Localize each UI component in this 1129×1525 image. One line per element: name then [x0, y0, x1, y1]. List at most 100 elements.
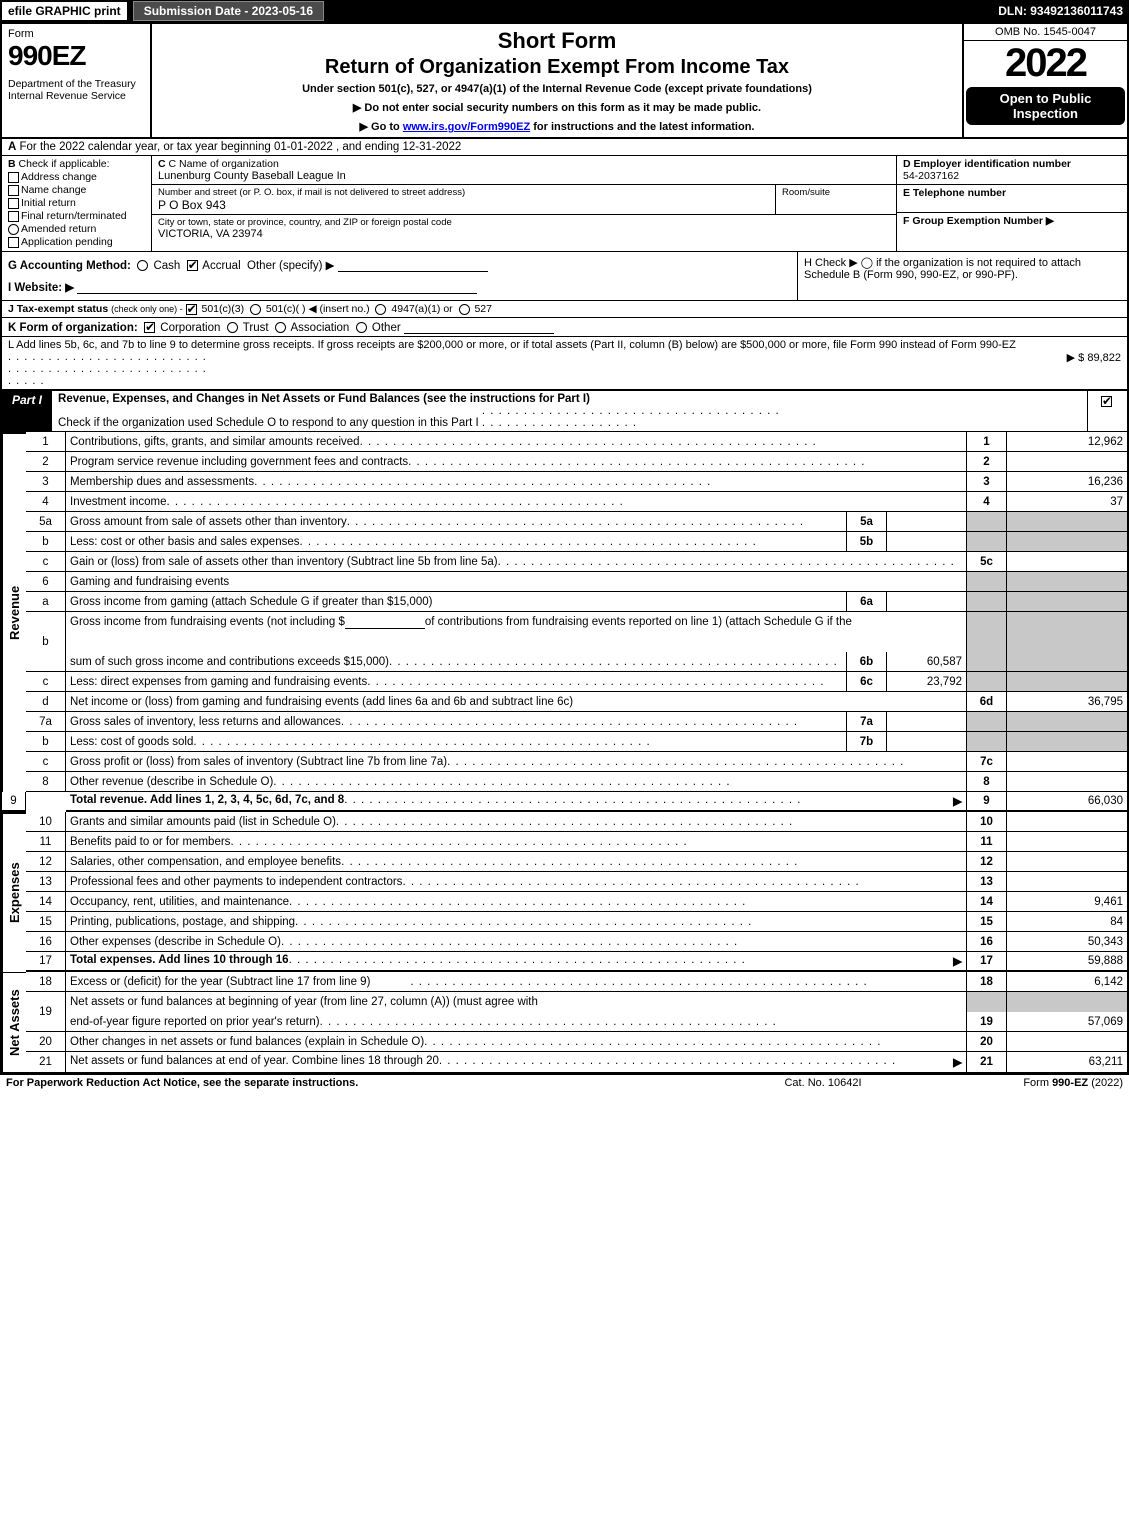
netassets-vlabel: Net Assets [2, 972, 26, 1072]
org-name-row: C C Name of organization Lunenburg Count… [152, 156, 896, 185]
irs-link[interactable]: www.irs.gov/Form990EZ [403, 121, 530, 133]
efile-badge[interactable]: efile GRAPHIC print [0, 0, 129, 22]
address-value: P O Box 943 [158, 198, 769, 212]
line-18-num: 18 [26, 972, 66, 992]
line-7a-grey2 [1007, 712, 1127, 732]
section-bcdef: B Check if applicable: Address change Na… [2, 156, 1127, 252]
line-17-rn: 17 [967, 952, 1007, 972]
line-17-amt: 59,888 [1007, 952, 1127, 972]
line-6d-rn: 6d [967, 692, 1007, 712]
chk-address-change[interactable]: Address change [8, 171, 145, 183]
line-6d-amt: 36,795 [1007, 692, 1127, 712]
line-3-num: 3 [26, 472, 66, 492]
line-16-desc: Other expenses (describe in Schedule O) [66, 932, 967, 952]
instr2-post: for instructions and the latest informat… [530, 121, 754, 133]
line-20-rn: 20 [967, 1032, 1007, 1052]
website-input[interactable] [77, 280, 477, 294]
form-header: Form 990EZ Department of the Treasury In… [2, 24, 1127, 139]
line-4-rn: 4 [967, 492, 1007, 512]
line-16-rn: 16 [967, 932, 1007, 952]
part-1-header: Part I Revenue, Expenses, and Changes in… [2, 391, 1127, 432]
footer-right: Form 990-EZ (2022) [923, 1077, 1123, 1089]
line-6b-grey1c [967, 652, 1007, 672]
header-middle: Short Form Return of Organization Exempt… [152, 24, 962, 137]
line-11-num: 11 [26, 832, 66, 852]
radio-accrual[interactable] [187, 260, 198, 271]
line-7a-grey1 [967, 712, 1007, 732]
chk-501c[interactable] [250, 304, 261, 315]
line-14-rn: 14 [967, 892, 1007, 912]
line-3-amt: 16,236 [1007, 472, 1127, 492]
line-13-desc: Professional fees and other payments to … [66, 872, 967, 892]
chk-association[interactable] [275, 322, 286, 333]
chk-application-pending[interactable]: Application pending [8, 236, 145, 248]
page-footer: For Paperwork Reduction Act Notice, see … [0, 1074, 1129, 1091]
line-11-rn: 11 [967, 832, 1007, 852]
chk-initial-return[interactable]: Initial return [8, 197, 145, 209]
line-5a-num: 5a [26, 512, 66, 532]
line-4-desc: Investment income [66, 492, 967, 512]
chk-4947[interactable] [375, 304, 386, 315]
line-21-desc: Net assets or fund balances at end of ye… [66, 1052, 967, 1072]
city-row: City or town, state or province, country… [152, 214, 896, 242]
line-2-num: 2 [26, 452, 66, 472]
row-k: K Form of organization: Corporation Trus… [2, 318, 1127, 337]
group-exemption-row: F Group Exemption Number ▶ [897, 213, 1127, 241]
line-1-amt: 12,962 [1007, 432, 1127, 452]
radio-cash[interactable] [137, 260, 148, 271]
line-7a-num: 7a [26, 712, 66, 732]
col-b-hdr: Check if applicable: [19, 158, 110, 170]
line-15-desc: Printing, publications, postage, and shi… [66, 912, 967, 932]
financial-grid: Revenue 1 Contributions, gifts, grants, … [2, 432, 1127, 1072]
line-6b-grey1a [967, 612, 1007, 632]
line-6b-grey1b [967, 632, 1007, 652]
other-org-input[interactable] [404, 320, 554, 334]
line-6b-contrib-input[interactable] [345, 615, 425, 629]
org-name-label: C Name of organization [169, 158, 279, 170]
line-20-amt [1007, 1032, 1127, 1052]
line-13-rn: 13 [967, 872, 1007, 892]
form-container: Form 990EZ Department of the Treasury In… [0, 22, 1129, 1074]
line-8-desc: Other revenue (describe in Schedule O) [66, 772, 967, 792]
city-value: VICTORIA, VA 23974 [158, 228, 890, 240]
line-4-num: 4 [26, 492, 66, 512]
chk-name-change[interactable]: Name change [8, 184, 145, 196]
chk-527[interactable] [459, 304, 470, 315]
chk-501c3[interactable] [186, 304, 197, 315]
line-18-desc: Excess or (deficit) for the year (Subtra… [66, 972, 967, 992]
chk-corporation[interactable] [144, 322, 155, 333]
line-19-grey2 [1007, 992, 1127, 1012]
other-specify-input[interactable] [338, 258, 488, 272]
footer-cat: Cat. No. 10642I [723, 1077, 923, 1089]
instruction-1: ▶ Do not enter social security numbers o… [160, 101, 954, 114]
line-12-desc: Salaries, other compensation, and employ… [66, 852, 967, 872]
line-12-amt [1007, 852, 1127, 872]
org-name-value: Lunenburg County Baseball League In [158, 170, 890, 182]
chk-trust[interactable] [227, 322, 238, 333]
chk-schedule-o[interactable] [1101, 396, 1112, 407]
line-14-amt: 9,461 [1007, 892, 1127, 912]
line-1-rn: 1 [967, 432, 1007, 452]
line-10-num: 10 [26, 812, 66, 832]
chk-final-return[interactable]: Final return/terminated [8, 210, 145, 222]
line-19-grey1 [967, 992, 1007, 1012]
line-6a-grey2 [1007, 592, 1127, 612]
col-def: D Employer identification number 54-2037… [897, 156, 1127, 251]
line-9-num: 9 [2, 792, 26, 812]
line-3-rn: 3 [967, 472, 1007, 492]
line-6b-grey2b [1007, 632, 1127, 652]
chk-other-org[interactable] [356, 322, 367, 333]
line-5b-mn: 5b [847, 532, 887, 552]
k-label: K Form of organization: [8, 322, 138, 334]
omb-number: OMB No. 1545-0047 [964, 24, 1127, 41]
form-number: 990EZ [8, 40, 144, 72]
line-10-amt [1007, 812, 1127, 832]
line-6c-grey2 [1007, 672, 1127, 692]
line-5c-rn: 5c [967, 552, 1007, 572]
chk-amended-return[interactable]: Amended return [8, 223, 145, 235]
line-6a-mamt [887, 592, 967, 612]
line-5c-desc: Gain or (loss) from sale of assets other… [66, 552, 967, 572]
phone-label: E Telephone number [903, 187, 1006, 199]
line-7c-num: c [26, 752, 66, 772]
line-15-rn: 15 [967, 912, 1007, 932]
